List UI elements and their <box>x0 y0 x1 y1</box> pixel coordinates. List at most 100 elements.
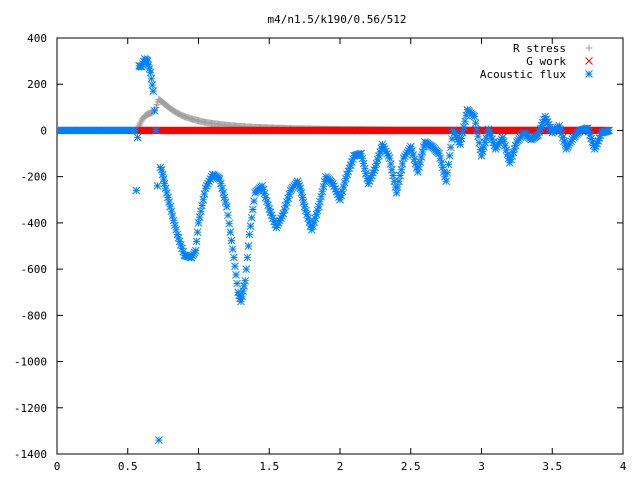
data-point <box>245 230 254 239</box>
data-point <box>130 126 139 135</box>
data-point <box>297 188 306 197</box>
data-point <box>546 123 554 132</box>
data-point <box>237 297 245 306</box>
data-point <box>233 279 241 288</box>
data-point <box>477 152 486 160</box>
x-tick-label: 3.5 <box>542 460 562 473</box>
y-tick-label: -1200 <box>14 402 47 415</box>
legend-label: G work <box>526 55 566 68</box>
data-point <box>604 126 613 135</box>
data-point <box>316 197 324 206</box>
y-tick-label: -1400 <box>14 448 47 461</box>
data-point <box>340 178 349 187</box>
data-point <box>446 143 455 152</box>
data-point <box>161 184 170 193</box>
x-tick-label: 3 <box>478 460 485 473</box>
series-acoustic-flux <box>57 54 613 444</box>
data-point <box>299 198 308 206</box>
data-point <box>358 154 367 163</box>
legend-marker <box>585 70 593 78</box>
data-point <box>164 193 172 202</box>
data-point <box>392 188 401 197</box>
data-point <box>498 133 507 142</box>
data-point <box>406 142 415 151</box>
data-point <box>242 265 251 273</box>
data-point <box>418 148 427 156</box>
data-point <box>219 188 228 197</box>
y-tick-label: 400 <box>27 32 47 45</box>
data-point <box>458 128 467 137</box>
legend-marker <box>585 57 593 65</box>
data-point <box>336 195 344 204</box>
chart-title: m4/n1.5/k190/0.56/512 <box>267 13 406 26</box>
data-point <box>172 225 180 234</box>
data-point <box>239 287 247 295</box>
data-point <box>197 207 205 216</box>
data-point <box>224 211 232 220</box>
data-point <box>238 292 246 301</box>
data-point <box>480 143 488 151</box>
data-point <box>283 198 291 206</box>
data-point <box>359 159 368 168</box>
data-point <box>357 149 366 158</box>
legend-label: Acoustic flux <box>480 68 566 81</box>
data-point <box>244 242 253 250</box>
data-point <box>413 168 422 176</box>
data-point <box>317 192 325 201</box>
x-tick-label: 1 <box>195 460 202 473</box>
x-tick-label: 2 <box>337 460 344 473</box>
data-point <box>442 177 450 186</box>
data-point <box>133 133 142 142</box>
data-point <box>160 179 169 188</box>
x-axis: 0 0.5 1 1.5 2 2.5 3 3.5 4 <box>54 38 627 473</box>
y-tick-label: 200 <box>27 78 47 91</box>
data-point <box>157 165 166 174</box>
data-point <box>167 207 176 216</box>
data-point <box>168 212 177 220</box>
plot-area <box>57 54 613 444</box>
data-point <box>416 158 425 166</box>
data-point <box>250 197 258 206</box>
data-point <box>338 187 347 196</box>
data-point <box>221 198 230 206</box>
y-tick-label: -800 <box>21 309 48 322</box>
x-tick-label: 0.5 <box>118 460 138 473</box>
data-point <box>241 276 250 285</box>
data-point <box>503 150 512 159</box>
data-point <box>243 253 252 262</box>
data-point <box>445 152 454 160</box>
data-point <box>501 141 509 150</box>
y-tick-label: -200 <box>21 171 48 184</box>
data-point <box>220 193 229 202</box>
data-point <box>318 187 327 196</box>
data-point <box>337 191 346 200</box>
data-point <box>230 253 238 262</box>
data-point <box>248 205 257 214</box>
data-point <box>158 170 167 179</box>
data-point <box>228 245 237 253</box>
data-point <box>169 216 178 225</box>
y-tick-label: -600 <box>21 263 48 276</box>
x-tick-label: 1.5 <box>259 460 279 473</box>
data-point <box>360 164 369 173</box>
data-point <box>191 246 200 255</box>
data-point <box>296 184 305 193</box>
plot-frame <box>56 37 624 455</box>
data-point <box>417 153 426 161</box>
legend-label: R stress <box>513 42 566 55</box>
data-point <box>192 237 201 246</box>
data-point <box>148 81 157 89</box>
data-point <box>298 193 307 202</box>
data-point <box>415 163 423 171</box>
legend-marker <box>585 44 593 52</box>
data-point <box>314 202 323 211</box>
data-point <box>410 155 419 164</box>
data-point <box>159 175 168 183</box>
data-point <box>215 175 224 183</box>
data-point <box>246 222 255 230</box>
x-tick-label: 2.5 <box>401 460 421 473</box>
data-point <box>500 137 508 146</box>
data-point <box>147 74 156 83</box>
y-axis: -1400 -1200 -1000 -800 -600 -400 -200 0 200 400 <box>14 32 623 461</box>
